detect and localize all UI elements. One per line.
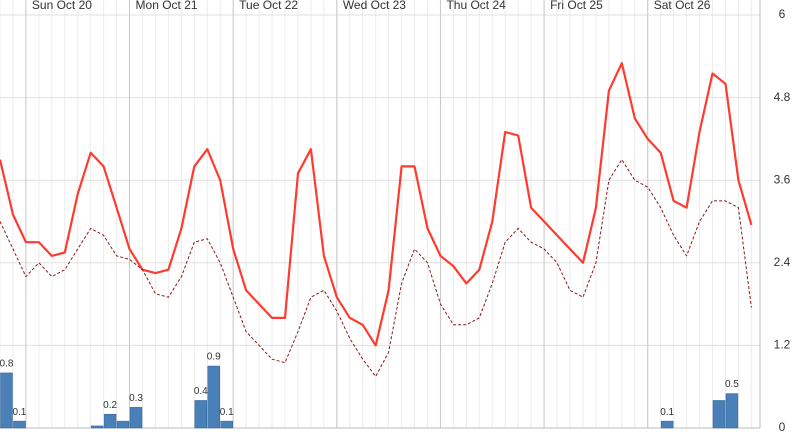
y-tick-label: 0 xyxy=(779,420,786,434)
precip-bar xyxy=(194,400,208,429)
precip-bar xyxy=(13,420,26,429)
x-tick-label: Fri Oct 25 xyxy=(550,0,603,12)
bar-label: 0.1 xyxy=(220,407,234,418)
precip-bar xyxy=(129,407,143,429)
precip-bar xyxy=(660,420,674,429)
precip-bar xyxy=(103,413,117,429)
precip-bar xyxy=(725,393,739,429)
x-tick-label: Sun Oct 20 xyxy=(32,0,92,12)
bar-label: 0.8 xyxy=(0,359,14,370)
y-tick-label: 1.2 xyxy=(774,338,791,352)
x-tick-label: Mon Oct 21 xyxy=(136,0,198,12)
dew-line xyxy=(0,159,752,377)
bar-label: 0.1 xyxy=(660,407,674,418)
precip-bar xyxy=(712,400,726,429)
y-tick-label: 3.6 xyxy=(774,172,791,186)
precip-bar xyxy=(0,372,13,429)
bar-label: 0.5 xyxy=(725,379,739,390)
precip-bar xyxy=(116,420,130,429)
bar-label: 0.1 xyxy=(12,407,26,418)
x-tick-label: Tue Oct 22 xyxy=(239,0,298,12)
precip-bar xyxy=(220,420,233,429)
x-tick-label: Wed Oct 23 xyxy=(343,0,406,12)
y-tick-label: 2.4 xyxy=(774,255,791,269)
precip-bar xyxy=(207,365,220,429)
bar-label: 0.2 xyxy=(103,400,117,411)
y-tick-label: 6 xyxy=(779,7,786,21)
x-tick-label: Sat Oct 26 xyxy=(654,0,711,12)
precip-bar xyxy=(90,425,104,429)
bar-label: 0.3 xyxy=(129,393,143,404)
bar-label: 0.9 xyxy=(207,352,221,363)
y-tick-label: 4.8 xyxy=(774,90,791,104)
temp-line xyxy=(0,62,753,347)
bar-label: 0.4 xyxy=(194,386,208,397)
x-tick-label: Thu Oct 24 xyxy=(446,0,506,12)
